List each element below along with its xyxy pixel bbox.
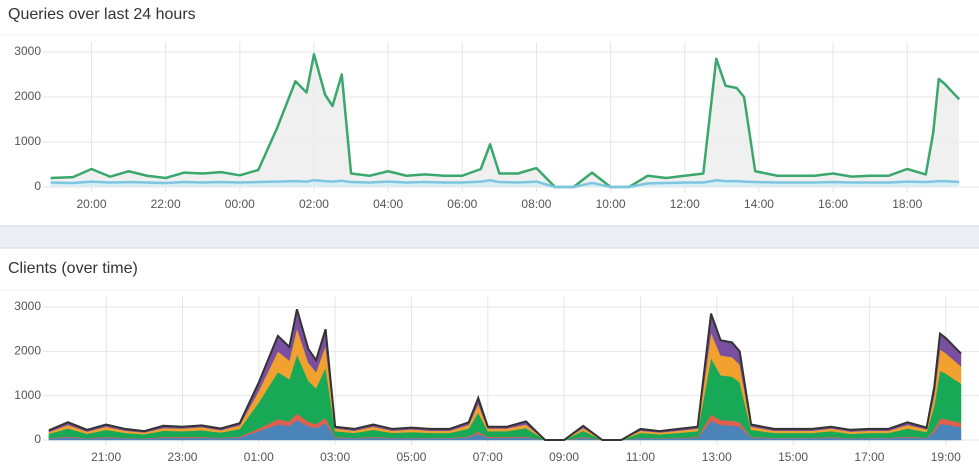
- series-line: [50, 53, 961, 189]
- chart-title: Queries over last 24 hours: [8, 6, 196, 23]
- y-tick-label: 3000: [14, 44, 41, 58]
- x-tick-label: 22:00: [151, 197, 181, 211]
- x-tick-label: 14:00: [744, 197, 774, 211]
- y-tick-label: 0: [34, 432, 41, 446]
- x-tick-label: 05:00: [396, 450, 426, 464]
- x-tick-label: 21:00: [91, 450, 121, 464]
- y-tick-label: 0: [34, 179, 41, 193]
- x-tick-label: 15:00: [778, 450, 808, 464]
- series-line: [50, 179, 960, 189]
- x-tick-label: 04:00: [373, 197, 403, 211]
- x-tick-label: 17:00: [854, 450, 884, 464]
- y-tick-label: 3000: [14, 299, 41, 313]
- x-tick-label: 12:00: [670, 197, 700, 211]
- y-tick-label: 2000: [14, 89, 41, 103]
- x-tick-label: 03:00: [320, 450, 350, 464]
- y-tick-label: 1000: [14, 134, 41, 148]
- chart-title: Clients (over time): [8, 260, 138, 277]
- x-tick-label: 20:00: [76, 197, 106, 211]
- y-tick-label: 1000: [14, 388, 41, 402]
- x-tick-label: 07:00: [473, 450, 503, 464]
- y-tick-label: 2000: [14, 344, 41, 358]
- x-tick-label: 10:00: [596, 197, 626, 211]
- stack-outline: [48, 308, 962, 441]
- x-tick-label: 01:00: [244, 450, 274, 464]
- x-tick-label: 23:00: [167, 450, 197, 464]
- x-tick-label: 19:00: [931, 450, 961, 464]
- x-tick-label: 18:00: [892, 197, 922, 211]
- x-tick-label: 09:00: [549, 450, 579, 464]
- x-tick-label: 11:00: [626, 450, 655, 464]
- panel: [0, 248, 979, 476]
- panel: [0, 0, 979, 226]
- x-tick-label: 06:00: [447, 197, 477, 211]
- x-tick-label: 08:00: [521, 197, 551, 211]
- x-tick-label: 00:00: [225, 197, 255, 211]
- x-tick-label: 16:00: [818, 197, 848, 211]
- x-tick-label: 02:00: [299, 197, 329, 211]
- x-tick-label: 13:00: [702, 450, 732, 464]
